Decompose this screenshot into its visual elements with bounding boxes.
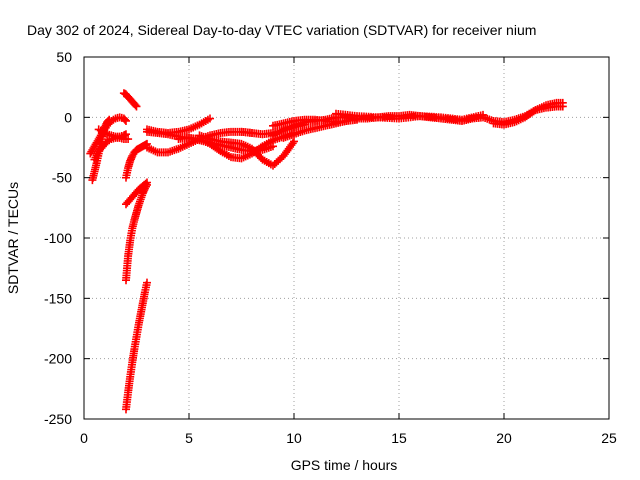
- y-tick-label: -50: [52, 170, 72, 186]
- data-point: [288, 139, 297, 148]
- data-point: [122, 130, 130, 139]
- y-tick-label: -250: [44, 411, 72, 427]
- series-arc-7: [122, 180, 151, 285]
- series-arc-14: [195, 131, 298, 170]
- y-tick-label: -100: [44, 230, 72, 246]
- series-arc-4: [94, 125, 130, 141]
- x-tick-label: 15: [391, 430, 407, 446]
- data-points: [86, 89, 567, 414]
- y-tick-label: -200: [44, 351, 72, 367]
- x-tick-label: 5: [185, 430, 193, 446]
- data-point: [132, 102, 141, 111]
- series-arc-20: [489, 102, 567, 129]
- data-point: [120, 115, 129, 124]
- data-point: [141, 179, 150, 188]
- data-point: [529, 107, 538, 116]
- y-tick-labels: 50 0 -50 -100 -150 -200 -250: [44, 49, 72, 427]
- y-axis-label: SDTVAR / TECUs: [5, 182, 21, 294]
- data-point: [206, 114, 214, 123]
- series-arc-8: [122, 178, 151, 209]
- y-tick-label: 50: [56, 49, 72, 65]
- series-arc-19: [332, 109, 487, 124]
- axis-ticks: [83, 56, 610, 420]
- series-arc-6: [122, 139, 151, 182]
- data-point: [558, 102, 567, 111]
- series-arc-9: [122, 278, 151, 414]
- data-point: [290, 137, 298, 146]
- series-arc-5: [119, 89, 141, 111]
- series-arc-17: [279, 115, 361, 142]
- y-tick-label: -150: [44, 290, 72, 306]
- y-tick-label: 0: [64, 109, 72, 125]
- data-point: [122, 116, 130, 125]
- x-axis-label: GPS time / hours: [291, 457, 398, 473]
- data-point: [479, 110, 487, 119]
- data-point: [143, 178, 151, 187]
- data-point: [131, 101, 140, 110]
- x-tick-labels: 0 5 10 15 20 25: [80, 430, 617, 446]
- data-point: [124, 135, 133, 144]
- x-tick-label: 20: [496, 430, 512, 446]
- x-tick-label: 10: [286, 430, 302, 446]
- data-point: [143, 278, 151, 287]
- x-tick-label: 0: [80, 430, 88, 446]
- chart-title: Day 302 of 2024, Sidereal Day-to-day VTE…: [27, 22, 536, 38]
- x-tick-label: 25: [601, 430, 617, 446]
